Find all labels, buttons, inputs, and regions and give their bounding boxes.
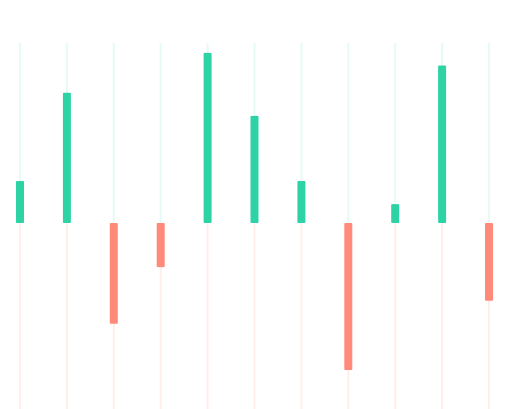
bar-layer bbox=[16, 52, 493, 370]
bar-5 bbox=[203, 52, 212, 224]
track-layer bbox=[19, 43, 490, 409]
bar-6 bbox=[250, 115, 259, 223]
track-positive bbox=[488, 43, 490, 223]
track-positive bbox=[19, 43, 21, 223]
track-positive bbox=[159, 43, 162, 223]
track-negative bbox=[159, 223, 162, 409]
track-negative bbox=[19, 223, 21, 409]
track-negative bbox=[300, 223, 303, 409]
track-positive bbox=[300, 43, 303, 223]
bar-11 bbox=[485, 223, 493, 301]
track-negative bbox=[488, 223, 490, 409]
bar-3 bbox=[109, 223, 118, 324]
bar-10 bbox=[438, 65, 447, 223]
bar-1 bbox=[16, 181, 24, 223]
track-positive bbox=[394, 43, 397, 223]
bar-9 bbox=[391, 204, 400, 223]
track-positive bbox=[347, 43, 350, 223]
bar-8 bbox=[344, 223, 353, 370]
track-negative bbox=[206, 223, 209, 409]
bar-4 bbox=[156, 223, 165, 268]
track-negative bbox=[441, 223, 444, 409]
track-positive bbox=[112, 43, 115, 223]
bar-2 bbox=[62, 92, 71, 223]
track-negative bbox=[394, 223, 397, 409]
track-negative bbox=[65, 223, 68, 409]
bar-7 bbox=[297, 181, 306, 223]
track-negative bbox=[253, 223, 256, 409]
